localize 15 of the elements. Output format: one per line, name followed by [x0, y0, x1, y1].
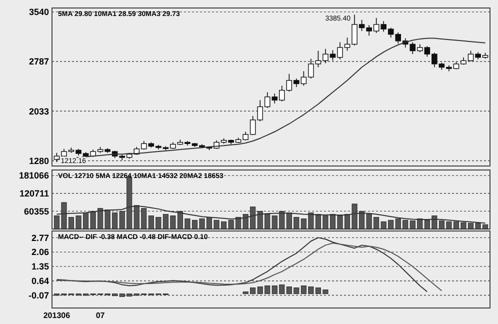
- y-tick-label: -0.07: [28, 290, 49, 300]
- y-tick-label: 120711: [19, 188, 49, 199]
- y-tick-label: 2033: [28, 106, 49, 116]
- y-tick-label: 1.35: [31, 262, 49, 272]
- y-tick-label: 1280: [28, 156, 49, 166]
- y-tick-label: 2.06: [31, 247, 49, 258]
- x-tick-label: 07: [96, 311, 106, 320]
- y-tick-label: 181066: [18, 170, 49, 181]
- y-tick-label: 3540: [28, 7, 49, 18]
- x-tick-label: 201306: [43, 311, 71, 320]
- y-tick-label: 2787: [28, 56, 49, 67]
- y-tick-label: 60355: [24, 206, 49, 216]
- y-tick-label: 2.77: [31, 232, 49, 243]
- y-tick-label: 0.64: [31, 276, 49, 286]
- line-series: [56, 205, 486, 224]
